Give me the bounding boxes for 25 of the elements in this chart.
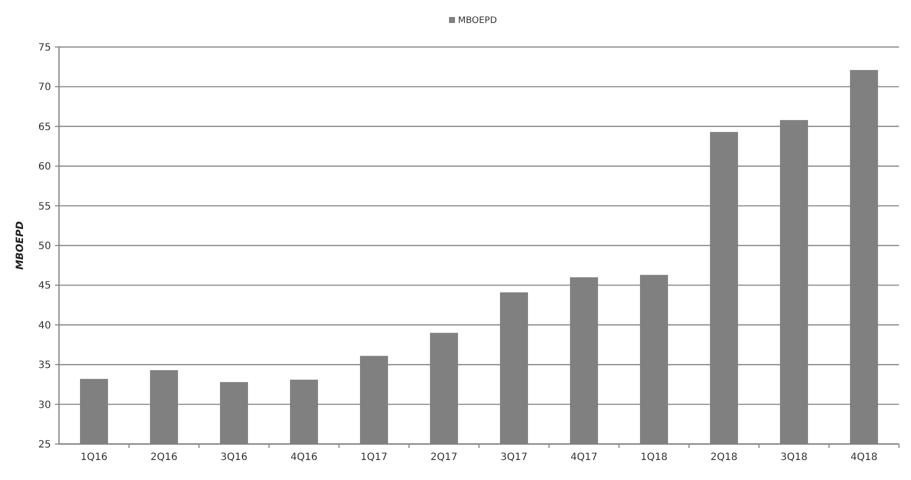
x-tick-label: 1Q17 xyxy=(360,452,388,463)
x-tick-label: 2Q18 xyxy=(710,452,738,463)
y-tick-label: 60 xyxy=(38,162,51,173)
x-tick-label: 1Q16 xyxy=(80,452,108,463)
x-tick-label: 2Q17 xyxy=(430,452,458,463)
y-tick-label: 35 xyxy=(38,360,51,372)
y-tick-label: 45 xyxy=(38,280,51,292)
y-tick-label: 65 xyxy=(38,122,51,133)
x-tick-label: 3Q16 xyxy=(220,452,248,463)
y-tick-label: 25 xyxy=(38,440,51,450)
x-tick-label: 4Q16 xyxy=(290,452,318,463)
x-tick-label: 4Q17 xyxy=(570,452,598,463)
x-tick-label: 4Q18 xyxy=(850,452,878,463)
x-tick-label: 1Q18 xyxy=(640,452,668,463)
legend-label: MBOEPD xyxy=(458,16,497,26)
y-axis-title: MBOEPD xyxy=(15,221,26,270)
x-tick-label: 3Q17 xyxy=(500,452,528,463)
x-tick-label: 2Q16 xyxy=(150,452,178,463)
y-tick-label: 70 xyxy=(38,82,51,94)
y-tick-label: 30 xyxy=(38,400,51,411)
y-tick-label: 55 xyxy=(38,201,51,212)
x-tick-label: 3Q18 xyxy=(780,452,808,463)
y-tick-label: 50 xyxy=(38,241,51,252)
y-tick-label: 75 xyxy=(38,42,51,54)
y-tick-label: 40 xyxy=(38,320,51,332)
